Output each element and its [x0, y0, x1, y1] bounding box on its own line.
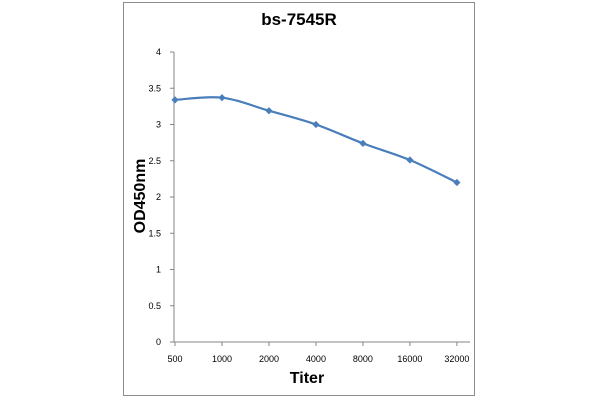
x-axis-ticks: 500 1000 2000 4000 8000 16000 32000 — [167, 342, 469, 364]
data-point-marker — [453, 178, 461, 187]
y-tick-label: 0 — [156, 337, 161, 347]
y-tick-label: 4 — [156, 47, 161, 57]
data-point-marker — [406, 156, 414, 164]
x-tick-label: 16000 — [397, 354, 422, 364]
chart-title: bs-7545R — [261, 10, 337, 29]
y-axis-ticks: 0 0.5 1 1.5 2 2.5 3 3.5 4 — [148, 47, 174, 347]
series-group — [171, 94, 461, 187]
y-tick-label: 1.5 — [148, 228, 161, 238]
y-tick-label: 2 — [156, 192, 161, 202]
y-tick-label: 3 — [156, 120, 161, 130]
x-tick-label: 8000 — [353, 354, 373, 364]
x-tick-label: 2000 — [259, 354, 279, 364]
x-tick-label: 32000 — [444, 354, 469, 364]
x-tick-label: 1000 — [212, 354, 232, 364]
x-tick-label: 4000 — [306, 354, 326, 364]
y-tick-label: 2.5 — [148, 156, 161, 166]
x-axis-label: Titer — [289, 370, 325, 387]
series-line — [174, 96, 458, 184]
data-point-marker — [171, 96, 179, 104]
chart-frame — [123, 2, 475, 396]
axes — [173, 52, 470, 343]
y-tick-label: 0.5 — [148, 301, 161, 311]
y-tick-label: 3.5 — [148, 83, 161, 93]
x-tick-label: 500 — [167, 354, 182, 364]
data-point-marker — [359, 139, 367, 147]
data-point-marker — [265, 107, 273, 115]
y-tick-label: 1 — [156, 265, 161, 275]
data-point-marker — [312, 120, 320, 129]
data-point-marker — [218, 94, 226, 102]
